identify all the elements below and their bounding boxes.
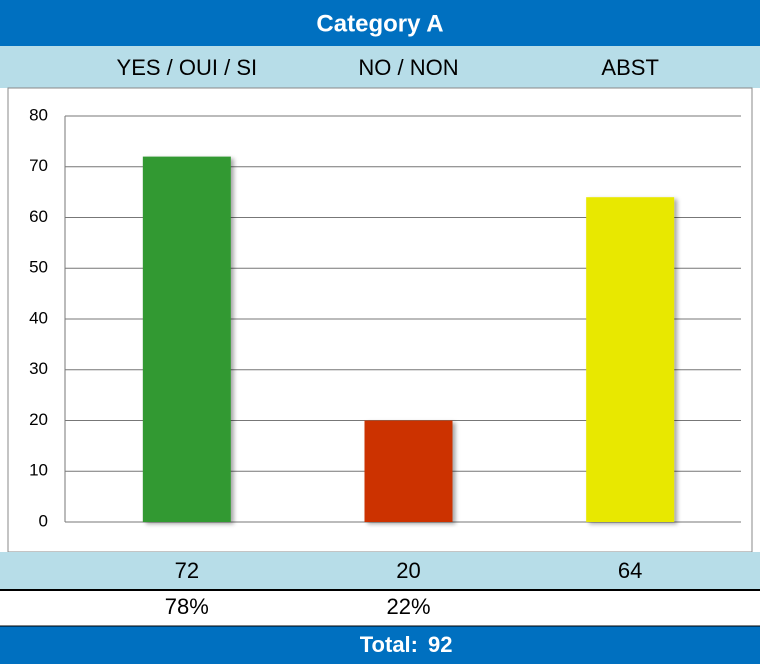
y-tick-label: 80 — [29, 105, 48, 124]
bar — [142, 156, 231, 522]
y-tick-label: 50 — [29, 258, 48, 277]
category-label: YES / OUI / SI — [117, 55, 258, 80]
value-label: 64 — [618, 558, 642, 583]
total-value: 92 — [428, 632, 452, 657]
y-tick-label: 10 — [29, 461, 48, 480]
total-label: Total: — [360, 632, 418, 657]
chart-title: Category A — [316, 10, 443, 37]
y-tick-label: 0 — [39, 511, 48, 530]
y-tick-label: 70 — [29, 156, 48, 175]
total-bar — [0, 626, 760, 664]
y-tick-label: 30 — [29, 359, 48, 378]
percent-label: 78% — [165, 594, 209, 619]
value-label: 20 — [396, 558, 420, 583]
bar — [364, 420, 453, 522]
category-label: ABST — [601, 55, 658, 80]
category-label: NO / NON — [358, 55, 458, 80]
bar — [586, 197, 675, 522]
category-row — [0, 46, 760, 88]
y-tick-label: 40 — [29, 308, 48, 327]
y-tick-label: 60 — [29, 207, 48, 226]
y-tick-label: 20 — [29, 410, 48, 429]
value-label: 72 — [175, 558, 199, 583]
title-bar — [0, 0, 760, 46]
value-row — [0, 552, 760, 590]
percent-label: 22% — [386, 594, 430, 619]
